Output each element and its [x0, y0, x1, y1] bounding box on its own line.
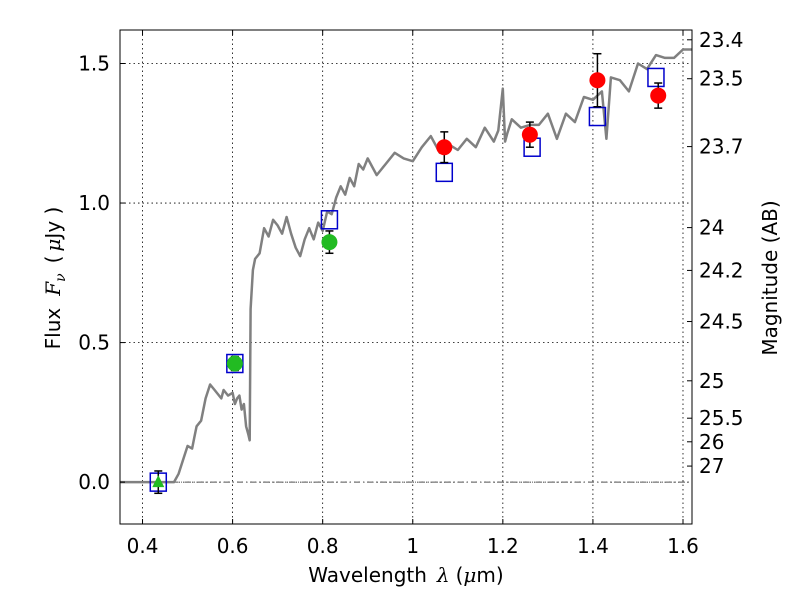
- model-point-square: [320, 210, 339, 230]
- green-triangle-point: [152, 475, 165, 488]
- model-point-square: [435, 162, 454, 183]
- right-tick-label: 26: [699, 430, 724, 454]
- y-tick-label: 1.5: [78, 51, 110, 75]
- right-tick-label: 27: [699, 454, 724, 478]
- x-axis-label: Wavelength λ (μm): [308, 563, 503, 587]
- x-tick-label: 1: [406, 534, 419, 558]
- green-point: [321, 234, 338, 251]
- red-point: [436, 139, 453, 156]
- green-point: [226, 355, 243, 372]
- model-spectrum-line: [120, 48, 692, 484]
- x-tick-label: 1.2: [487, 534, 519, 558]
- right-axis-label: Magnitude (AB): [758, 200, 782, 355]
- right-tick-label: 23.4: [699, 28, 744, 52]
- red-point: [650, 87, 667, 104]
- x-tick-label: 1.6: [667, 534, 699, 558]
- x-tick-label: 0.4: [127, 534, 159, 558]
- right-tick-label: 23.7: [699, 135, 744, 159]
- grid-lines: [120, 30, 692, 524]
- plot-frame: [119, 29, 693, 525]
- right-tick-label: 24: [699, 216, 724, 240]
- right-tick-label: 25.5: [699, 406, 744, 430]
- x-tick-label: 0.8: [307, 534, 339, 558]
- data-marks: [149, 52, 667, 495]
- axis-ticks: 0.4 0.6 0.8 1 1.2 1.4 1.6 0.0 0.5 1.0 1.5 23.4 23.5 2…: [78, 28, 743, 558]
- red-point: [589, 72, 606, 89]
- right-tick-label: 25: [699, 369, 724, 393]
- red-point: [521, 126, 538, 143]
- x-tick-label: 0.6: [217, 534, 249, 558]
- y-axis-label: FluxFν(μJy ): [41, 207, 69, 350]
- y-tick-label: 0.5: [78, 331, 110, 355]
- right-tick-label: 24.2: [699, 258, 744, 282]
- x-tick-label: 1.4: [577, 534, 609, 558]
- y-tick-label: 1.0: [78, 191, 110, 215]
- right-tick-label: 24.5: [699, 310, 744, 334]
- model-point-square: [647, 67, 665, 88]
- model-point-square: [588, 106, 607, 127]
- y-tick-label: 0.0: [78, 470, 110, 494]
- right-tick-label: 23.5: [699, 67, 744, 91]
